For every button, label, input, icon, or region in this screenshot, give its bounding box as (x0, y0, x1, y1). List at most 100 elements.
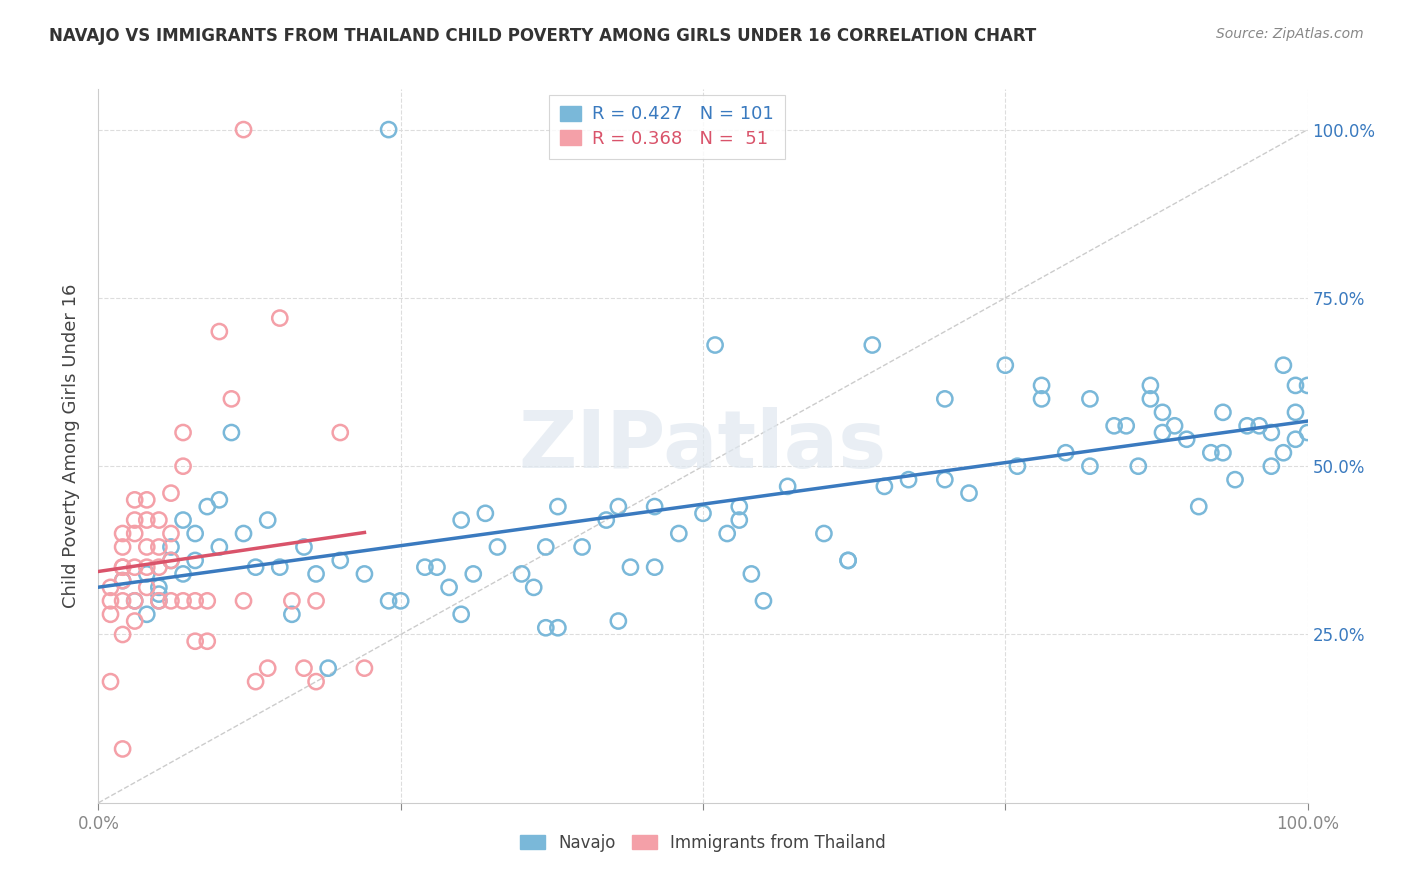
Immigrants from Thailand (195, 594, 218, 608)
Navajo (1296, 425, 1319, 440)
Navajo (1236, 418, 1258, 433)
Immigrants from Thailand (124, 513, 146, 527)
Immigrants from Thailand (135, 540, 157, 554)
Navajo (1212, 446, 1234, 460)
Navajo (957, 486, 980, 500)
Immigrants from Thailand (100, 607, 122, 622)
Immigrants from Thailand (111, 574, 134, 588)
Navajo (1152, 425, 1174, 440)
Navajo (1054, 446, 1077, 460)
Immigrants from Thailand (172, 459, 194, 474)
Navajo (740, 566, 762, 581)
Navajo (389, 594, 412, 608)
Immigrants from Thailand (221, 392, 243, 406)
Immigrants from Thailand (245, 674, 267, 689)
Navajo (595, 513, 617, 527)
Navajo (1007, 459, 1029, 474)
Navajo (1078, 392, 1101, 406)
Immigrants from Thailand (329, 425, 352, 440)
Immigrants from Thailand (172, 425, 194, 440)
Immigrants from Thailand (124, 614, 146, 628)
Immigrants from Thailand (111, 742, 134, 756)
Immigrants from Thailand (100, 580, 122, 594)
Navajo (510, 566, 533, 581)
Immigrants from Thailand (232, 594, 254, 608)
Navajo (1223, 473, 1246, 487)
Navajo (1102, 418, 1125, 433)
Navajo (1031, 392, 1053, 406)
Navajo (232, 526, 254, 541)
Immigrants from Thailand (269, 311, 291, 326)
Navajo (256, 513, 278, 527)
Immigrants from Thailand (111, 594, 134, 608)
Immigrants from Thailand (160, 526, 183, 541)
Navajo (135, 607, 157, 622)
Navajo (353, 566, 375, 581)
Immigrants from Thailand (148, 560, 170, 574)
Navajo (1272, 446, 1295, 460)
Immigrants from Thailand (111, 540, 134, 554)
Immigrants from Thailand (135, 580, 157, 594)
Navajo (1212, 405, 1234, 419)
Immigrants from Thailand (111, 560, 134, 574)
Navajo (547, 621, 569, 635)
Navajo (1078, 459, 1101, 474)
Navajo (305, 566, 328, 581)
Navajo (172, 513, 194, 527)
Immigrants from Thailand (135, 492, 157, 507)
Navajo (619, 560, 641, 574)
Immigrants from Thailand (124, 492, 146, 507)
Immigrants from Thailand (172, 594, 194, 608)
Navajo (160, 540, 183, 554)
Navajo (873, 479, 896, 493)
Navajo (716, 526, 738, 541)
Navajo (607, 614, 630, 628)
Immigrants from Thailand (135, 513, 157, 527)
Immigrants from Thailand (160, 553, 183, 567)
Immigrants from Thailand (305, 674, 328, 689)
Navajo (1115, 418, 1137, 433)
Legend: Navajo, Immigrants from Thailand: Navajo, Immigrants from Thailand (513, 828, 893, 859)
Navajo (463, 566, 485, 581)
Navajo (934, 392, 956, 406)
Navajo (316, 661, 339, 675)
Navajo (1128, 459, 1150, 474)
Navajo (704, 338, 727, 352)
Navajo (1175, 432, 1198, 446)
Navajo (1199, 446, 1222, 460)
Immigrants from Thailand (184, 634, 207, 648)
Navajo (1163, 418, 1185, 433)
Navajo (1260, 425, 1282, 440)
Text: Source: ZipAtlas.com: Source: ZipAtlas.com (1216, 27, 1364, 41)
Immigrants from Thailand (124, 560, 146, 574)
Navajo (1031, 378, 1053, 392)
Immigrants from Thailand (256, 661, 278, 675)
Immigrants from Thailand (111, 526, 134, 541)
Navajo (377, 594, 399, 608)
Immigrants from Thailand (184, 594, 207, 608)
Immigrants from Thailand (292, 661, 315, 675)
Navajo (172, 566, 194, 581)
Immigrants from Thailand (160, 486, 183, 500)
Navajo (245, 560, 267, 574)
Navajo (534, 540, 557, 554)
Navajo (692, 506, 714, 520)
Navajo (486, 540, 509, 554)
Navajo (184, 553, 207, 567)
Navajo (160, 553, 183, 567)
Navajo (728, 500, 751, 514)
Navajo (1188, 500, 1211, 514)
Navajo (413, 560, 436, 574)
Navajo (184, 526, 207, 541)
Navajo (1284, 405, 1306, 419)
Navajo (523, 580, 546, 594)
Immigrants from Thailand (281, 594, 304, 608)
Navajo (148, 594, 170, 608)
Navajo (1284, 378, 1306, 392)
Immigrants from Thailand (208, 325, 231, 339)
Navajo (1249, 418, 1271, 433)
Navajo (860, 338, 883, 352)
Navajo (124, 594, 146, 608)
Navajo (208, 492, 231, 507)
Navajo (776, 479, 799, 493)
